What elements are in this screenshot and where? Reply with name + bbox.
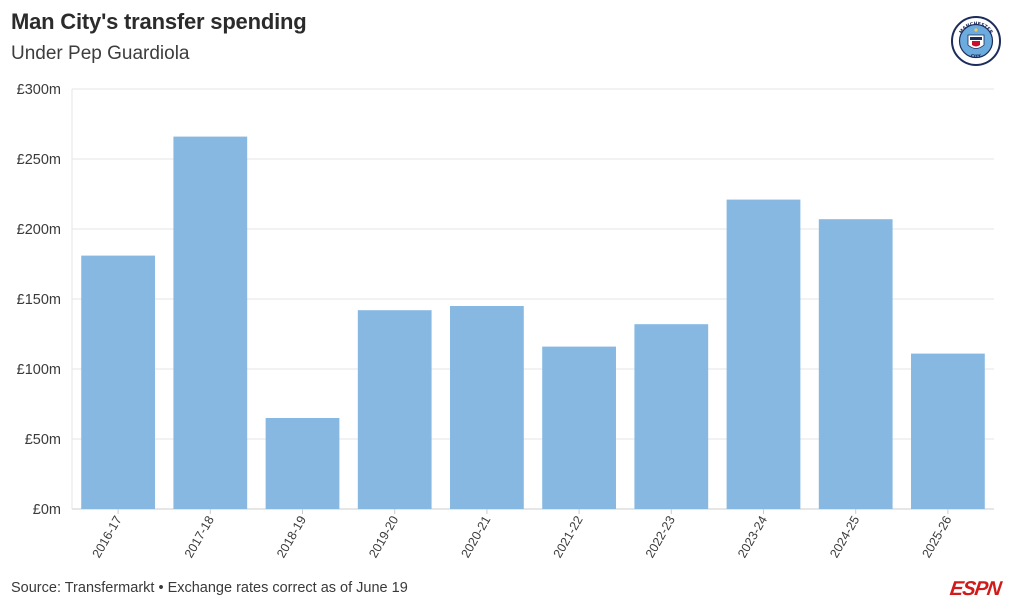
bar-2023-24 [726,199,801,509]
bar-2018-19 [265,418,340,509]
bar-2016-17 [81,255,155,509]
bar-2017-18 [173,136,248,509]
x-tick-label: 2021-22 [551,513,586,560]
x-tick-label: 2023-24 [735,513,770,560]
y-tick-label: £300m [17,82,61,98]
bar-2019-20 [357,310,432,509]
bars [81,136,985,509]
x-tick-label: 2024-25 [827,513,862,560]
y-tick-label: £250m [17,152,61,168]
x-tick-label: 2022-23 [643,513,678,560]
man-city-crest-icon: MANCHESTER CITY [951,16,1001,66]
y-tick-label: £0m [33,502,61,518]
bar-2022-23 [634,324,709,509]
bar-2021-22 [542,346,616,509]
bar-2024-25 [818,219,893,509]
chart-title: Man City's transfer spending [11,9,307,34]
y-tick-label: £50m [25,432,61,448]
bar-2025-26 [911,353,985,509]
x-tick-label: 2019-20 [366,513,401,560]
bar-2020-21 [450,306,524,509]
chart-subtitle: Under Pep Guardiola [11,43,190,64]
source-note: Source: Transfermarkt • Exchange rates c… [11,580,408,596]
espn-logo: ESPN [948,578,1003,600]
x-tick-label: 2017-18 [182,513,217,560]
svg-text:CITY: CITY [970,53,983,60]
x-tick-label: 2020-21 [458,513,493,560]
x-tick-label: 2018-19 [274,513,309,560]
y-tick-label: £200m [17,222,61,238]
y-tick-label: £150m [17,292,61,308]
y-tick-label: £100m [17,362,61,378]
x-tick-label: 2025-26 [919,513,954,560]
x-tick-label: 2016-17 [90,513,125,560]
